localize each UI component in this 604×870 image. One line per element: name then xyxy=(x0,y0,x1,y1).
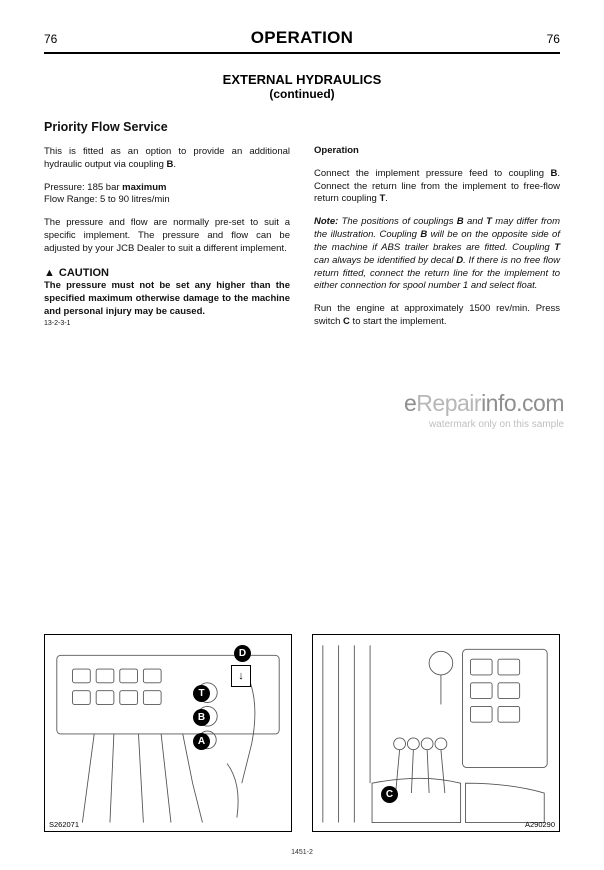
bubble-c: C xyxy=(381,786,398,803)
bubble-d: D xyxy=(234,645,251,662)
figures-row: D ↓ T B A S262071 xyxy=(44,634,560,832)
cab-interior-sketch xyxy=(313,635,559,831)
figure-right-ref: A290290 xyxy=(525,820,555,829)
bubble-t: T xyxy=(193,685,210,702)
watermark-suffix: info.com xyxy=(481,390,564,416)
body-columns: Priority Flow Service This is fitted as … xyxy=(44,119,560,339)
right-column: Operation Connect the implement pressure… xyxy=(314,119,560,339)
switch-c: C xyxy=(343,316,350,327)
left-para-2: The pressure and flow are normally pre-s… xyxy=(44,217,290,255)
subheader-continued: (continued) xyxy=(44,87,560,101)
caution-label-text: CAUTION xyxy=(59,266,109,281)
page-number-left: 76 xyxy=(44,32,57,46)
left-column: Priority Flow Service This is fitted as … xyxy=(44,119,290,339)
figure-left-ref: S262071 xyxy=(49,820,79,829)
pressure-spec: Pressure: 185 bar maximum Flow Range: 5 … xyxy=(44,182,290,208)
decal-box: ↓ xyxy=(231,665,251,687)
caution-heading: ▲ CAUTION xyxy=(44,266,290,281)
page-header: 76 OPERATION 76 xyxy=(44,28,560,54)
pressure-text: Pressure: 185 bar xyxy=(44,182,122,193)
coupling-b: B xyxy=(457,216,464,227)
text: . xyxy=(385,193,388,204)
caution-text: The pressure must not be set any higher … xyxy=(44,280,290,318)
text: . xyxy=(173,159,176,170)
right-para-3: Run the engine at approximately 1500 rev… xyxy=(314,303,560,329)
watermark-text: eRepairinfo.com xyxy=(404,390,564,417)
caution-block: ▲ CAUTION The pressure must not be set a… xyxy=(44,266,290,329)
text: The positions of couplings xyxy=(338,216,457,227)
text: Connect the implement pressure feed to c… xyxy=(314,168,550,179)
figure-left: D ↓ T B A S262071 xyxy=(44,634,292,832)
figure-right: C A290290 xyxy=(312,634,560,832)
hydraulic-rear-sketch xyxy=(45,635,291,831)
bubble-b: B xyxy=(193,709,210,726)
header-title: OPERATION xyxy=(251,28,354,48)
watermark-e: e xyxy=(404,390,416,416)
text: and xyxy=(464,216,486,227)
note-label: Note: xyxy=(314,216,338,227)
caution-ref: 13-2-3-1 xyxy=(44,319,290,328)
operation-title: Operation xyxy=(314,145,560,158)
bubble-a: A xyxy=(193,733,210,750)
decal-arrow-icon: ↓ xyxy=(238,670,244,682)
subheader-block: EXTERNAL HYDRAULICS (continued) xyxy=(44,72,560,101)
warning-triangle-icon: ▲ xyxy=(44,266,55,281)
text: can always be identified by decal xyxy=(314,255,456,266)
coupling-t: T xyxy=(554,242,560,253)
watermark: eRepairinfo.com watermark only on this s… xyxy=(404,390,564,430)
text: to start the implement. xyxy=(350,316,447,327)
subheader-title: EXTERNAL HYDRAULICS xyxy=(44,72,560,87)
right-para-1: Connect the implement pressure feed to c… xyxy=(314,168,560,206)
footer-ref: 1451-2 xyxy=(291,849,313,856)
watermark-sub: watermark only on this sample xyxy=(404,419,564,430)
flow-range: Flow Range: 5 to 90 litres/min xyxy=(44,194,170,205)
page-number-right: 76 xyxy=(547,32,560,46)
left-para-1: This is fitted as an option to provide a… xyxy=(44,146,290,172)
watermark-repair: Repair xyxy=(416,390,481,416)
note-para: Note: The positions of couplings B and T… xyxy=(314,216,560,293)
section-title: Priority Flow Service xyxy=(44,119,290,136)
pressure-max: maximum xyxy=(122,182,166,193)
